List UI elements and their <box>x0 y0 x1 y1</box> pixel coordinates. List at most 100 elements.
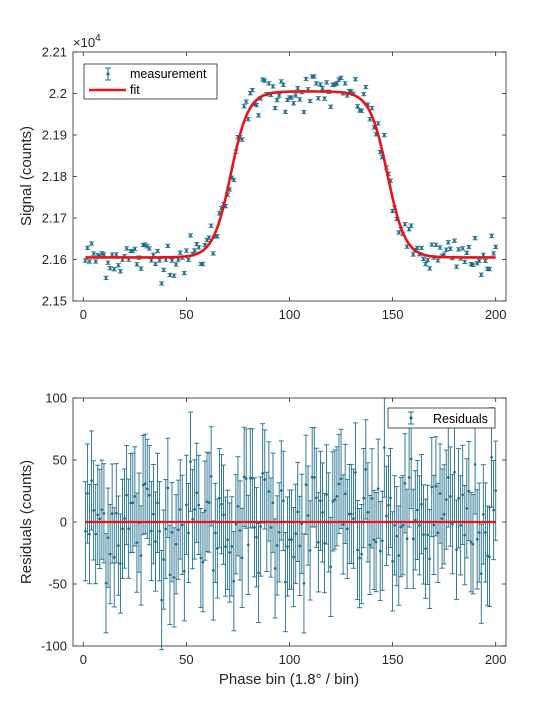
measurement-point <box>464 250 470 255</box>
residuals-xtick-label: 50 <box>179 652 193 667</box>
residual-point <box>435 482 441 583</box>
signal-ytick-label: 2.18 <box>42 169 67 184</box>
signal-ytick-label: 2.17 <box>42 211 67 226</box>
measurement-point <box>375 121 381 126</box>
measurement-point <box>183 248 189 253</box>
measurement-point <box>138 266 144 271</box>
signal-axis-ticks: 0 50 100 150 200 2.15 2.16 2.17 2.18 2.19 2.2 2.21 <box>42 45 507 323</box>
residuals-ytick-label: 50 <box>53 453 67 468</box>
measurement-point <box>443 247 449 252</box>
measurement-point <box>324 80 330 85</box>
residual-point <box>146 445 152 546</box>
measurement-point <box>476 258 482 264</box>
measurement-point <box>152 261 158 267</box>
residual-point <box>225 489 231 590</box>
measurement-point <box>293 93 299 98</box>
residual-point <box>361 448 367 549</box>
measurement-point <box>208 223 214 228</box>
residual-point <box>423 498 429 599</box>
measurement-point <box>196 245 202 250</box>
signal-xtick-label: 200 <box>485 307 507 322</box>
residual-point <box>284 496 290 597</box>
measurement-point <box>84 245 90 251</box>
residuals-legend: Residuals <box>387 407 496 429</box>
residuals-panel: 0 50 100 150 200 -100 -50 0 50 100 Residuals (cou… <box>18 391 507 689</box>
signal-xtick-label: 100 <box>279 307 301 322</box>
residual-point <box>237 480 243 581</box>
measurement-point <box>91 251 97 256</box>
measurement-point <box>454 264 460 269</box>
residual-point <box>181 521 187 622</box>
measurement-point <box>311 74 317 79</box>
signal-ytick-label: 2.15 <box>42 294 67 309</box>
measurement-point <box>342 81 348 86</box>
measurement-point <box>86 259 92 264</box>
measurement-point <box>402 222 408 227</box>
measurement-point <box>361 92 367 97</box>
residual-point <box>233 474 239 575</box>
measurement-point <box>181 270 187 276</box>
residual-point <box>344 478 350 579</box>
measurement-point <box>82 258 88 263</box>
measurement-point <box>124 246 130 251</box>
measurement-point <box>359 108 365 113</box>
residual-point <box>449 474 455 575</box>
residual-point <box>470 494 476 595</box>
residual-point <box>256 522 262 624</box>
measurement-point <box>245 117 251 122</box>
measurement-point <box>146 246 152 251</box>
residual-point <box>468 492 474 593</box>
residual-point <box>441 464 447 565</box>
measurement-point <box>363 84 369 90</box>
measurement-point <box>210 251 216 256</box>
measurement-point <box>388 178 394 183</box>
measurement-point <box>89 241 95 246</box>
residuals-ytick-label: -100 <box>41 639 67 654</box>
residual-point <box>350 468 356 569</box>
residual-point <box>363 419 369 520</box>
residual-point <box>456 448 462 549</box>
measurement-point <box>427 266 433 271</box>
residual-point <box>317 450 323 551</box>
residual-point <box>379 490 385 591</box>
residual-point <box>414 459 420 561</box>
residual-point <box>334 446 340 547</box>
residual-point <box>231 531 237 632</box>
residual-point <box>175 479 181 580</box>
signal-ytick-label: 2.2 <box>49 86 67 101</box>
residual-point <box>188 411 194 512</box>
fit-line <box>85 90 496 259</box>
residual-point <box>385 455 391 556</box>
measurement-point <box>272 105 278 111</box>
measurement-point <box>460 246 466 251</box>
measurement-point <box>157 258 163 263</box>
residual-point <box>216 448 222 549</box>
residual-point <box>431 474 437 575</box>
signal-panel: 0 50 100 150 2002.152.162.172.182.192.22.21 … <box>18 33 507 322</box>
measurement-point <box>491 251 497 256</box>
measurement-point <box>470 262 476 267</box>
measurement-point <box>423 262 429 267</box>
residual-point <box>460 444 466 545</box>
measurement-point <box>103 275 109 281</box>
signal-ytick-label: 2.16 <box>42 252 67 267</box>
residual-point <box>454 499 460 600</box>
measurement-point <box>482 258 488 264</box>
measurement-point <box>282 109 288 114</box>
residual-point <box>124 445 130 546</box>
residual-point <box>305 465 311 566</box>
residuals-data-layer <box>82 397 499 651</box>
residual-point <box>357 508 363 609</box>
residuals-axes-box <box>72 397 507 647</box>
measurement-point <box>472 236 478 241</box>
residual-point <box>371 489 377 590</box>
measurement-point <box>355 104 361 109</box>
measurement-point <box>155 248 161 254</box>
measurement-point <box>307 98 313 104</box>
signal-xtick-label: 50 <box>179 307 193 322</box>
measurement-point <box>451 238 457 243</box>
residual-point <box>262 429 268 530</box>
residuals-axis-ticks: 0 50 100 150 200 -100 -50 0 50 100 <box>41 391 507 668</box>
measurement-point <box>223 204 229 209</box>
residual-point <box>202 460 208 561</box>
